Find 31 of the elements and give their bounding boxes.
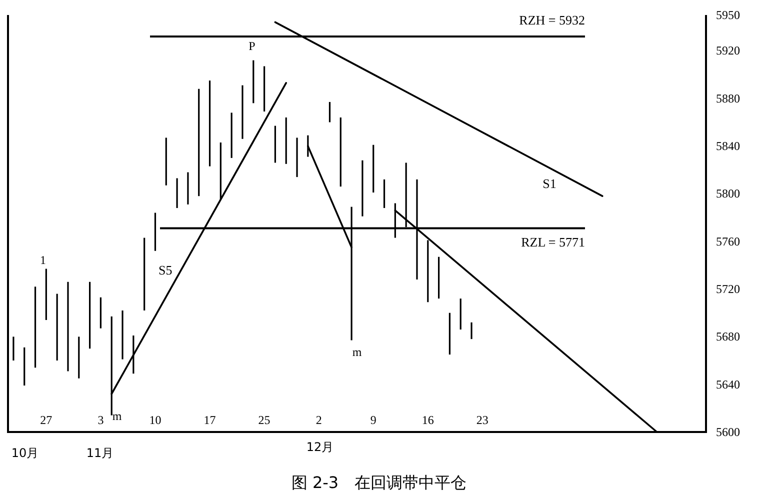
y-tick-label: 5800 — [716, 186, 740, 201]
y-tick-label: 5640 — [716, 377, 740, 392]
y-tick-label: 5720 — [716, 282, 740, 296]
y-tick-label: 5840 — [716, 139, 740, 154]
annotation: m — [352, 345, 362, 359]
ref-line-label: RZL = 5771 — [521, 234, 585, 250]
x-tick-label: 3 — [98, 413, 104, 427]
x-tick-label: 2 — [316, 413, 322, 427]
text: 12月 — [306, 440, 334, 454]
annotation: 1 — [40, 253, 46, 267]
x-tick-label: 17 — [204, 413, 216, 427]
text: 11月 — [86, 446, 114, 460]
y-tick-label: 5950 — [716, 8, 740, 22]
series-label: S5 — [158, 262, 172, 278]
text: 图 2-3 在回调带中平仓 — [291, 473, 467, 492]
y-tick-label: 5680 — [716, 330, 740, 344]
x-tick-label: 27 — [40, 413, 52, 427]
x-tick-label: 16 — [422, 413, 434, 427]
ref-line-label: RZH = 5932 — [519, 12, 585, 28]
text: 10月 — [11, 446, 39, 460]
annotation: P — [248, 39, 256, 53]
x-tick-label: 23 — [476, 413, 488, 427]
series-label: S1 — [542, 176, 556, 191]
x-tick-label: 25 — [258, 413, 270, 427]
y-tick-label: 5920 — [716, 44, 740, 58]
x-tick-label: 10 — [149, 413, 162, 427]
x-tick-label: 9 — [370, 413, 376, 427]
y-tick-label: 5760 — [716, 234, 740, 248]
y-tick-label: 5600 — [716, 425, 740, 439]
annotation: m — [112, 409, 122, 423]
y-tick-label: 5880 — [716, 91, 740, 106]
